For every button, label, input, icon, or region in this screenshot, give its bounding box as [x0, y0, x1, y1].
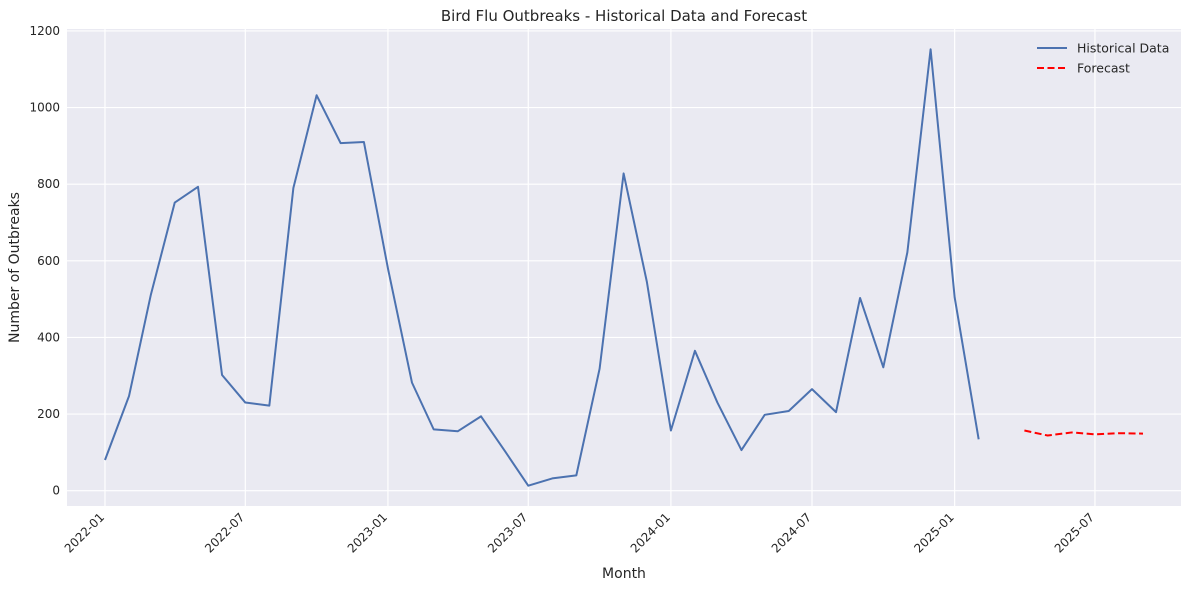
y-tick-labels: 0 200 400 600 800 1000 1200: [29, 24, 60, 498]
grid-lines: [67, 29, 1181, 506]
plot-background: [67, 29, 1181, 506]
legend: Historical Data Forecast: [1037, 41, 1169, 76]
x-tick-label: 2024-01: [628, 510, 673, 555]
y-tick-label: 800: [37, 177, 60, 191]
x-tick-label: 2023-07: [485, 510, 530, 555]
legend-label-forecast: Forecast: [1077, 61, 1130, 76]
series-lines: [104, 48, 1144, 487]
x-tick-label: 2023-01: [345, 510, 390, 555]
series-line-forecast: [1024, 429, 1144, 437]
legend-label-historical: Historical Data: [1077, 41, 1169, 56]
y-axis-title: Number of Outbreaks: [7, 192, 23, 343]
y-tick-label: 200: [37, 407, 60, 421]
y-tick-label: 600: [37, 254, 60, 268]
y-tick-label: 1000: [29, 101, 60, 115]
x-tick-label: 2022-01: [62, 510, 107, 555]
x-tick-label: 2022-07: [202, 510, 247, 555]
x-tick-label: 2024-07: [769, 510, 814, 555]
y-tick-label: 0: [52, 484, 60, 498]
series-line-historical-data: [104, 48, 980, 487]
x-tick-label: 2025-01: [911, 510, 956, 555]
x-tick-labels: 2022-01 2022-07 2023-01 2023-07 2024-01 2024-…: [62, 510, 1097, 555]
x-axis-title: Month: [602, 566, 646, 582]
x-tick-label: 2025-07: [1052, 510, 1097, 555]
y-tick-label: 1200: [29, 24, 60, 38]
y-tick-label: 400: [37, 330, 60, 344]
chart-title: Bird Flu Outbreaks - Historical Data and…: [441, 7, 807, 25]
